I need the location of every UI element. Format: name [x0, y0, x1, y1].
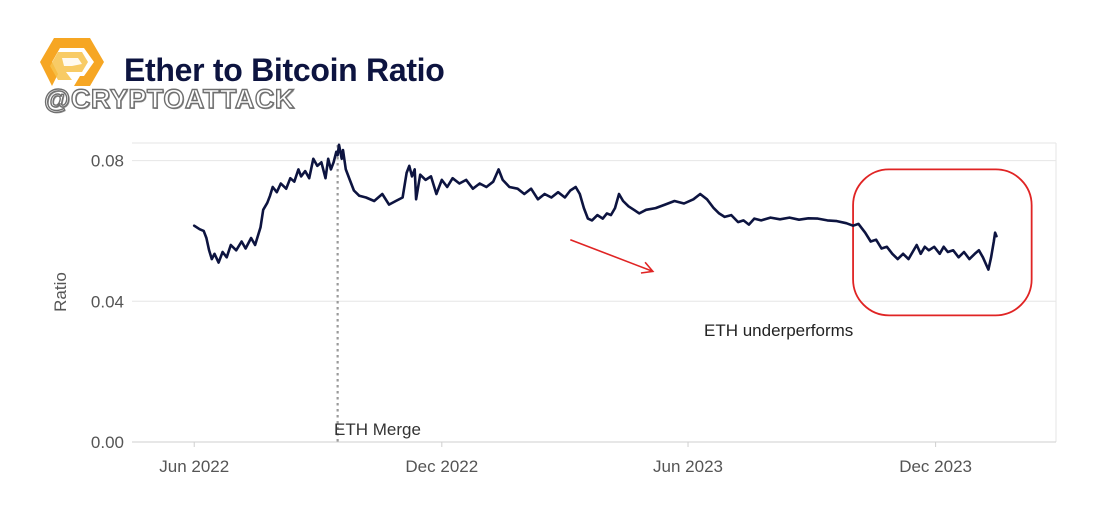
y-tick-label: 0.00: [91, 433, 124, 452]
x-tick-label: Dec 2022: [405, 457, 478, 476]
arrow-layer: [570, 238, 655, 274]
trend-arrow-head-icon: [640, 261, 655, 274]
y-tick-label: 0.04: [91, 292, 124, 311]
text-labels: Ratio ETH Merge ETH underperforms: [51, 272, 853, 439]
x-tick-label: Dec 2023: [899, 457, 972, 476]
x-tick-label: Jun 2023: [653, 457, 723, 476]
grid-lines: [132, 142, 1057, 443]
series-layer: [192, 143, 998, 271]
y-tick-label: 0.08: [91, 152, 124, 171]
watermark-text: @CRYPTOATTACK: [43, 83, 295, 114]
highlight-rounded-box: [852, 168, 1033, 317]
chart-title: Ether to Bitcoin Ratio: [124, 52, 445, 88]
trend-arrow-shaft: [570, 238, 654, 273]
underperform-label: ETH underperforms: [704, 321, 853, 340]
cryptoattack-logo-icon: [40, 38, 104, 86]
axes: 0.00 0.04 0.08 Jun 2022 Dec 2022 Jun 2023 Dec …: [91, 152, 1056, 476]
merge-label: ETH Merge: [334, 420, 421, 439]
y-axis-title: Ratio: [51, 272, 70, 312]
highlight-layer: [852, 168, 1033, 317]
ratio-series-line: [192, 143, 998, 271]
x-tick-label: Jun 2022: [159, 457, 229, 476]
